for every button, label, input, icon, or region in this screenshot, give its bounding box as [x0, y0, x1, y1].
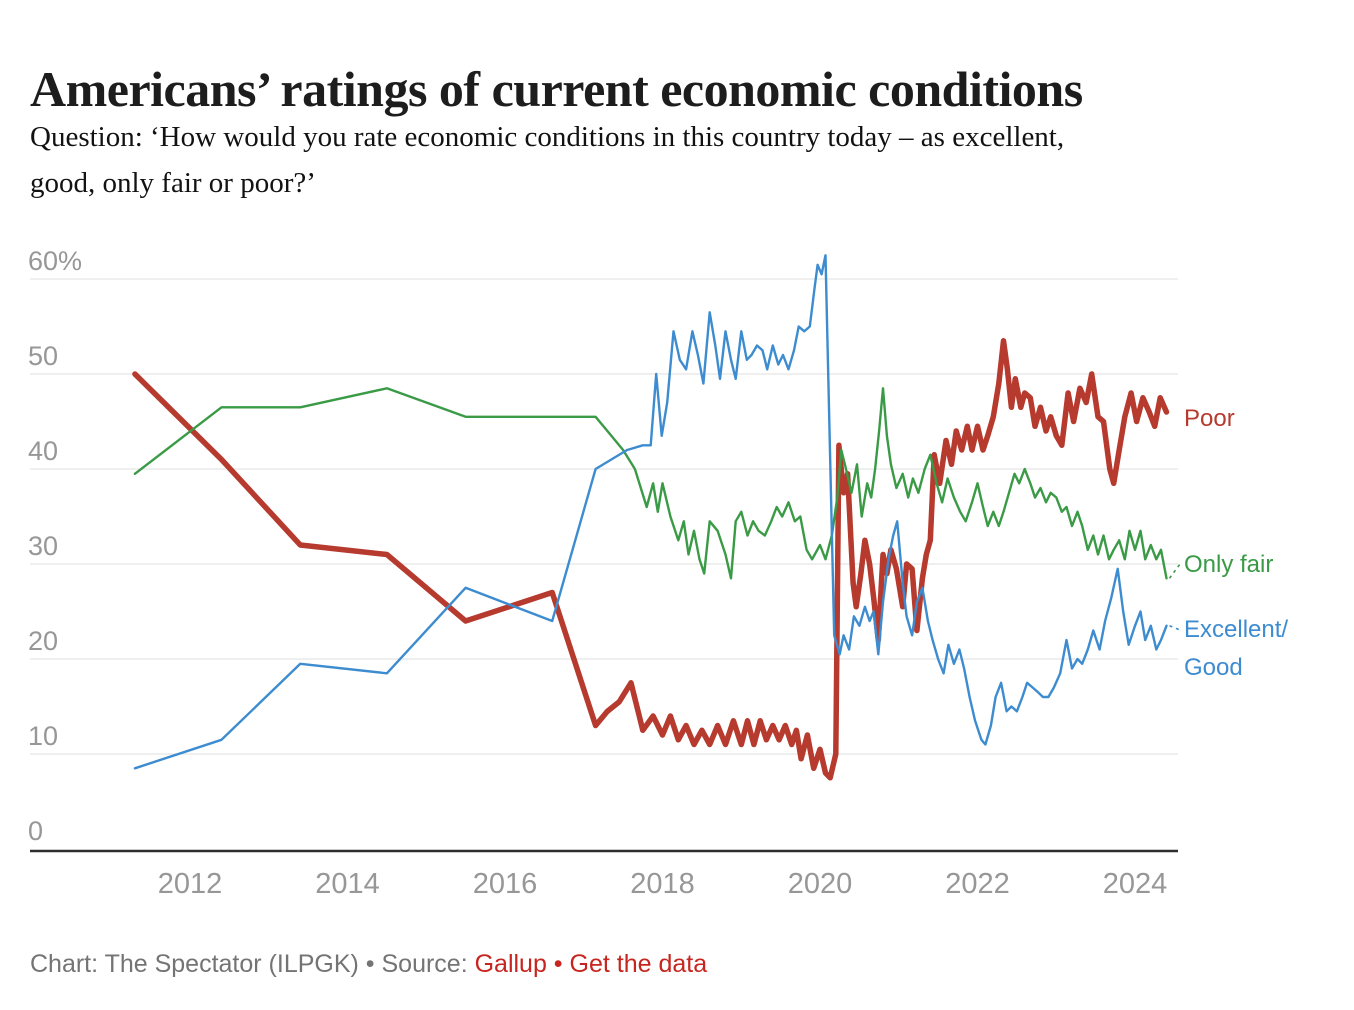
y-tick-label-40: 40	[28, 436, 58, 466]
x-tick-label-2012: 2012	[158, 868, 223, 900]
label-leader-2	[1169, 625, 1181, 631]
series-label-only-fair-text: Only fair	[1184, 551, 1274, 578]
series-line-poor	[132, 338, 1170, 781]
series-line-only-fair	[133, 387, 1168, 580]
page-title: Americans’ ratings of current economic c…	[30, 60, 1083, 117]
x-tick-label-2014: 2014	[315, 868, 380, 900]
get-the-data-link[interactable]: Get the data	[569, 950, 708, 978]
y-tick-label-60: 60%	[28, 246, 82, 276]
y-tick-label-20: 20	[28, 626, 58, 656]
subtitle-line-1: Question: ‘How would you rate economic c…	[30, 121, 1065, 153]
x-tick-label-2024: 2024	[1103, 868, 1168, 900]
footer-credit-text: Chart: The Spectator (ILPGK) • Source:	[30, 950, 475, 978]
y-tick-label-50: 50	[28, 341, 58, 371]
series-line-excellent-good	[133, 254, 1168, 770]
series-label-excellent-text: Excellent/	[1184, 616, 1289, 643]
y-tick-label-10: 10	[28, 721, 58, 751]
page-subtitle: Question: ‘How would you rate economic c…	[30, 114, 1350, 206]
y-tick-label-30: 30	[28, 531, 58, 561]
subtitle-line-2: good, only fair or poor?’	[30, 167, 316, 199]
source-link[interactable]: Gallup	[474, 950, 547, 978]
x-tick-label-2022: 2022	[945, 868, 1010, 900]
series-label-only-fair: Only fair	[1184, 546, 1273, 584]
series-label-poor-text: Poor	[1184, 405, 1235, 432]
footer-separator: •	[546, 950, 570, 978]
label-leader-1	[1168, 563, 1181, 579]
series-label-good-text: Good	[1184, 654, 1243, 681]
series-label-excellent-good: Excellent/ Good	[1184, 611, 1288, 687]
x-tick-label-2018: 2018	[630, 868, 695, 900]
chart-footer: Chart: The Spectator (ILPGK) • Source: G…	[30, 950, 707, 979]
x-tick-label-2020: 2020	[788, 868, 853, 900]
x-tick-label-2016: 2016	[473, 868, 538, 900]
y-tick-label-0: 0	[28, 816, 43, 846]
series-label-poor: Poor	[1184, 400, 1235, 438]
